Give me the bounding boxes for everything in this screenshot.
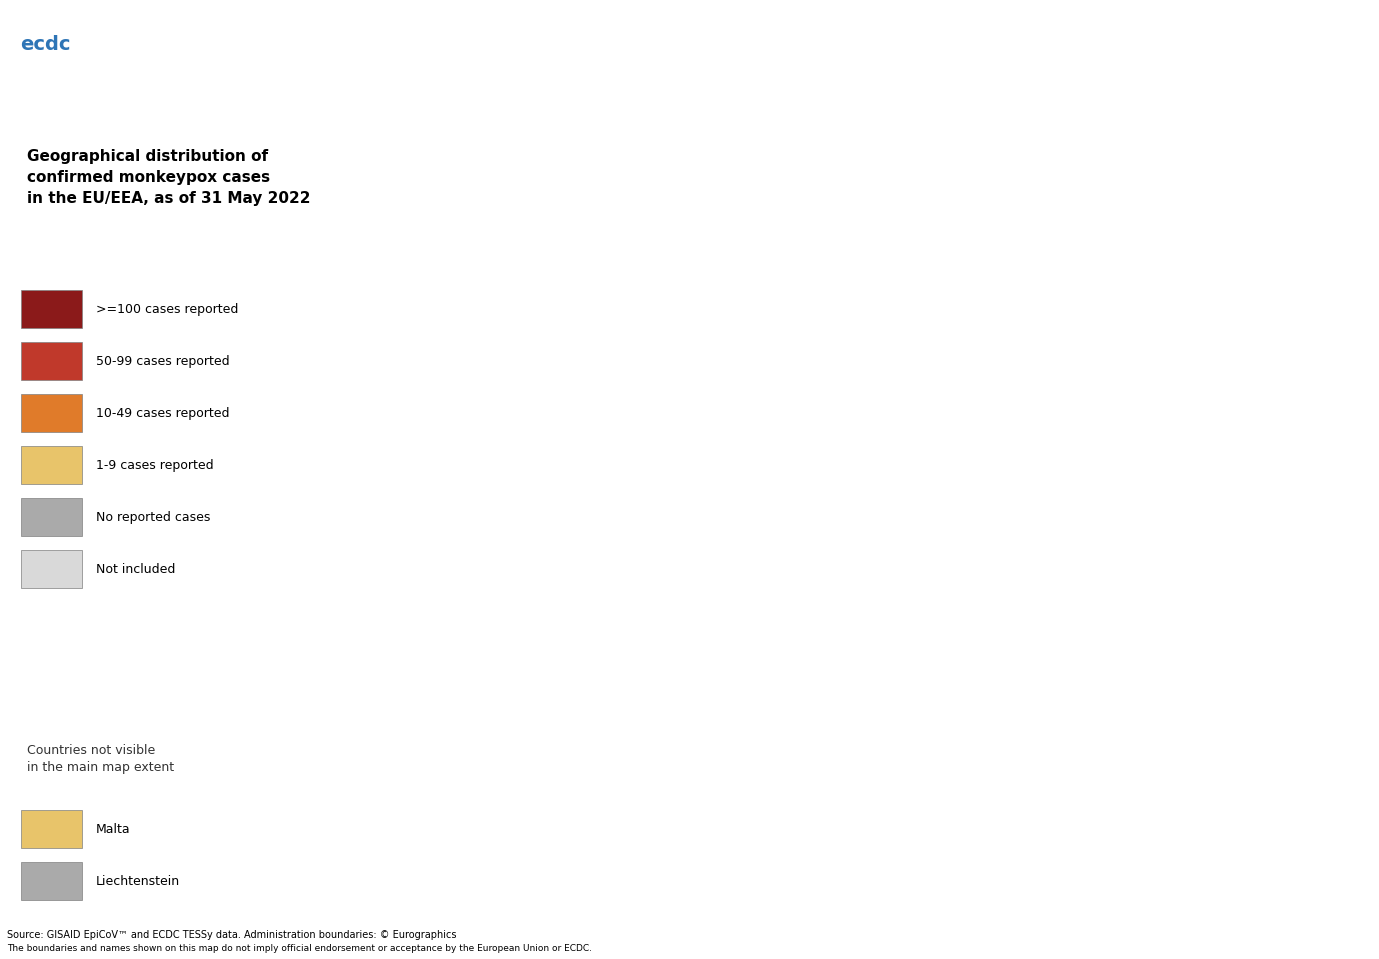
- Text: 10-49 cases reported: 10-49 cases reported: [95, 407, 229, 420]
- Text: No reported cases: No reported cases: [95, 511, 210, 524]
- FancyBboxPatch shape: [21, 447, 81, 484]
- Text: Countries not visible
in the main map extent: Countries not visible in the main map ex…: [28, 744, 175, 774]
- Text: 50-99 cases reported: 50-99 cases reported: [95, 355, 229, 368]
- Text: Malta: Malta: [95, 823, 130, 835]
- FancyBboxPatch shape: [21, 394, 81, 433]
- Text: Geographical distribution of
confirmed monkeypox cases
in the EU/EEA, as of 31 M: Geographical distribution of confirmed m…: [28, 149, 310, 206]
- FancyBboxPatch shape: [21, 862, 81, 901]
- Text: 1-9 cases reported: 1-9 cases reported: [95, 458, 214, 472]
- FancyBboxPatch shape: [21, 550, 81, 588]
- Text: ecdc: ecdc: [21, 35, 72, 55]
- FancyBboxPatch shape: [21, 810, 81, 848]
- Text: Source: GISAID EpiCoV™ and ECDC TESSy data. Administration boundaries: © Eurogra: Source: GISAID EpiCoV™ and ECDC TESSy da…: [7, 930, 456, 940]
- FancyBboxPatch shape: [21, 342, 81, 381]
- FancyBboxPatch shape: [21, 499, 81, 536]
- Text: Liechtenstein: Liechtenstein: [95, 875, 179, 888]
- FancyBboxPatch shape: [21, 291, 81, 328]
- Text: >=100 cases reported: >=100 cases reported: [95, 303, 239, 316]
- Text: The boundaries and names shown on this map do not imply official endorsement or : The boundaries and names shown on this m…: [7, 945, 592, 953]
- Text: Not included: Not included: [95, 563, 175, 575]
